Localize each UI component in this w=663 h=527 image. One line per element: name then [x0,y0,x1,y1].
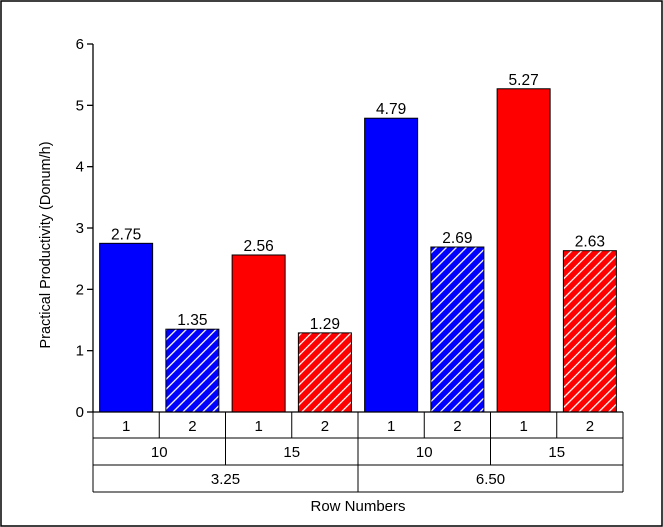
category-label-row1: 1 [387,418,395,435]
bar-7 [496,88,551,413]
bars: 2.75 1.35 2.56 1.29 4.79 2.69 5.27 2.63 [99,72,617,413]
bar-value-label: 2.75 [111,226,141,243]
category-label-row1: 1 [122,418,130,435]
bar-value-label: 1.35 [177,312,207,329]
y-axis-label: Practical Productivity (Donum/h) [38,141,54,348]
bar-6 [430,246,485,413]
bar-2 [165,328,220,413]
y-tick-label: 3 [76,220,84,237]
y-tick-label: 6 [76,36,84,53]
bar-value-label: 1.29 [310,316,340,333]
category-label-row1: 2 [586,418,594,435]
category-table: 1 2 1 2 1 2 1 2 10 15 10 15 3.25 6.50 [92,411,624,493]
category-label-row2: 15 [548,444,565,461]
category-label-row2: 10 [151,444,168,461]
bar-3 [231,254,286,413]
y-tick-label: 0 [76,404,84,421]
x-axis-label: Row Numbers [310,498,405,515]
category-label-row1: 1 [519,418,527,435]
category-label-row3: 6.50 [476,471,505,488]
bar-value-label: 5.27 [509,72,539,89]
category-label-row3: 3.25 [211,471,240,488]
bar-8 [562,250,617,413]
y-axis: 0 1 2 3 4 5 6 [76,36,94,421]
bar-value-label: 2.63 [575,234,605,251]
bar-4 [297,332,352,413]
y-tick-label: 4 [76,159,84,176]
bar-value-label: 4.79 [376,101,406,118]
bar-value-label: 2.69 [442,230,472,247]
category-label-row2: 15 [283,444,300,461]
category-label-row1: 1 [254,418,262,435]
y-tick-label: 1 [76,343,84,360]
category-label-row1: 2 [188,418,196,435]
bar-1 [99,242,154,413]
category-label-row1: 2 [453,418,461,435]
bar-value-label: 2.56 [244,238,274,255]
y-tick-label: 5 [76,97,84,114]
bar-5 [364,117,419,413]
y-tick-label: 2 [76,281,84,298]
category-label-row1: 2 [321,418,329,435]
category-label-row2: 10 [416,444,433,461]
